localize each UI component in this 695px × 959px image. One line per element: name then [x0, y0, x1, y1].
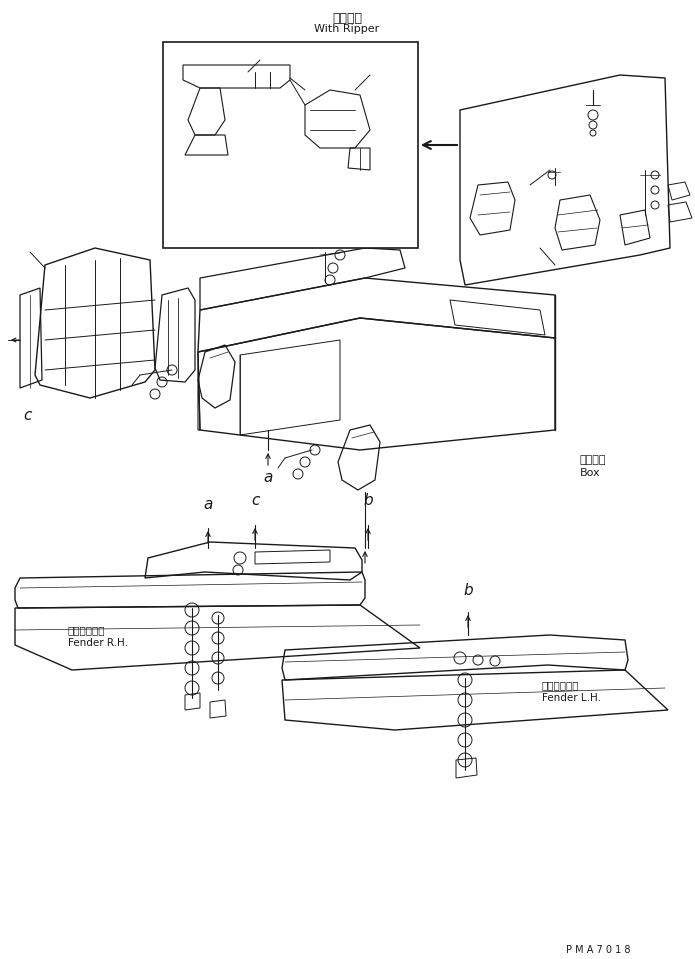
- Text: Fender L.H.: Fender L.H.: [542, 693, 601, 703]
- Text: ボックス: ボックス: [580, 455, 607, 465]
- Text: フェンダ左側: フェンダ左側: [542, 680, 580, 690]
- Text: b: b: [363, 493, 373, 508]
- Text: b: b: [463, 583, 473, 598]
- Text: c: c: [251, 493, 259, 508]
- Text: With Ripper: With Ripper: [314, 24, 379, 34]
- Text: a: a: [204, 497, 213, 512]
- Text: Box: Box: [580, 468, 600, 478]
- Text: a: a: [263, 470, 272, 485]
- Text: リッパ付: リッパ付: [332, 12, 362, 25]
- Text: c: c: [23, 408, 31, 423]
- Text: フェンダ右側: フェンダ右側: [68, 625, 106, 635]
- Text: Fender R.H.: Fender R.H.: [68, 638, 128, 648]
- Text: P M A 7 0 1 8: P M A 7 0 1 8: [566, 945, 630, 955]
- Bar: [163, 42, 418, 248]
